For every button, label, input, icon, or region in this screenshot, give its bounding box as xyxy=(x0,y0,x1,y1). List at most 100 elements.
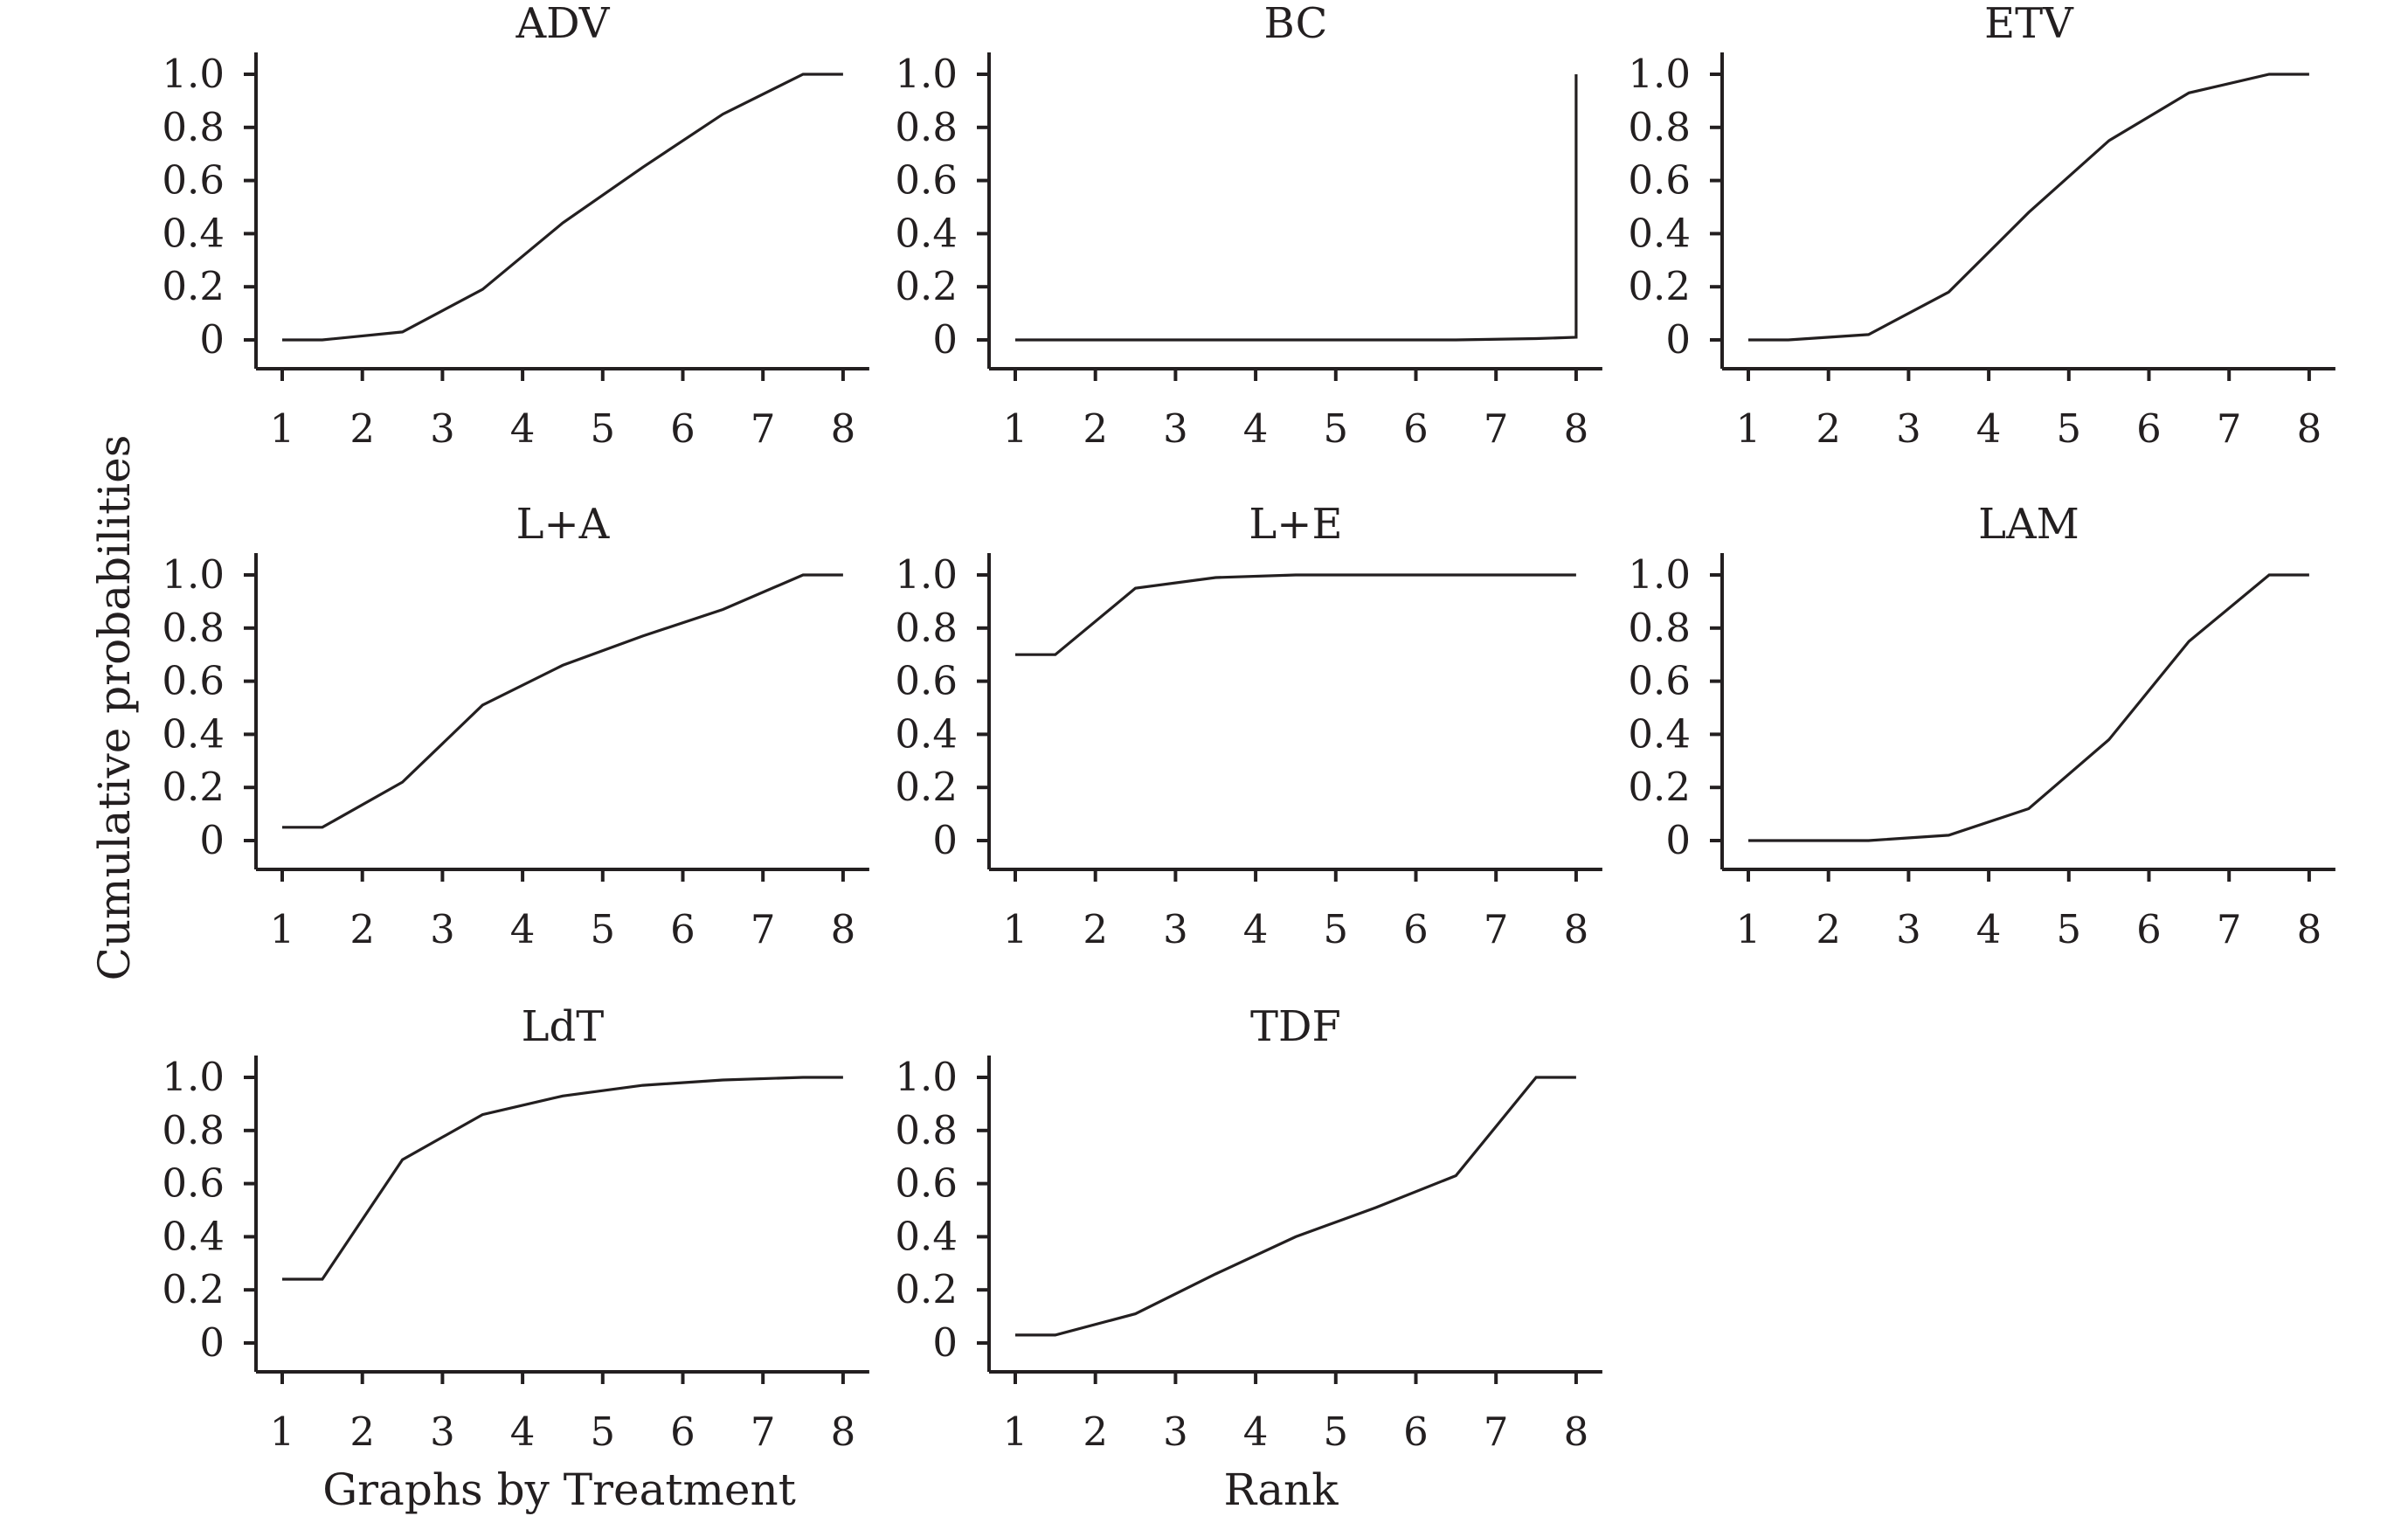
panel-title: L+A xyxy=(516,500,611,549)
y-tick-label: 0.4 xyxy=(1628,710,1691,757)
y-tick-label: 0.6 xyxy=(162,157,225,204)
x-tick-label: 7 xyxy=(751,1409,776,1455)
x-tick-label: 3 xyxy=(430,405,455,452)
graphs-by-note: Graphs by Treatment xyxy=(322,1464,796,1515)
x-tick-label: 2 xyxy=(349,906,375,952)
y-tick-label: 0.4 xyxy=(162,210,225,256)
y-tick-label: 1.0 xyxy=(895,51,958,97)
y-tick-label: 0.8 xyxy=(1628,104,1691,150)
x-tick-label: 4 xyxy=(1976,405,2002,452)
x-tick-label: 3 xyxy=(1896,405,1921,452)
x-tick-label: 2 xyxy=(1083,906,1108,952)
panel-title: BC xyxy=(1264,0,1328,48)
y-tick-label: 1.0 xyxy=(895,551,958,598)
y-tick-label: 0.8 xyxy=(895,104,958,150)
x-tick-label: 8 xyxy=(1564,1409,1589,1455)
panel-ldt: LdT 1 2 3 4 5 6 7 8 0 0.2 0.4 0.6 0.8 1.0 xyxy=(162,1002,869,1455)
panel-title: ETV xyxy=(1984,0,2074,48)
series-line xyxy=(282,1076,843,1281)
x-tick-label: 6 xyxy=(1403,1409,1429,1455)
x-tick-label: 1 xyxy=(1736,405,1761,452)
x-tick-label: 7 xyxy=(2217,405,2242,452)
y-tick-label: 0.2 xyxy=(895,1266,958,1312)
x-tick-label: 8 xyxy=(1564,405,1589,452)
y-axis-title: Cumulative probabilities xyxy=(89,435,140,981)
y-tick-label: 0 xyxy=(199,1319,225,1366)
y-tick-label: 0.6 xyxy=(1628,658,1691,704)
y-tick-label: 1.0 xyxy=(162,51,225,97)
y-tick-label: 0 xyxy=(1665,316,1691,363)
x-tick-label: 4 xyxy=(510,906,536,952)
x-tick-label: 7 xyxy=(2217,906,2242,952)
x-tick-label: 4 xyxy=(1243,405,1269,452)
x-tick-label: 5 xyxy=(590,1409,615,1455)
y-tick-label: 0.8 xyxy=(162,605,225,651)
y-tick-label: 0 xyxy=(199,817,225,863)
x-tick-label: 8 xyxy=(831,906,856,952)
x-tick-label: 3 xyxy=(1163,1409,1188,1455)
y-tick-label: 0.2 xyxy=(895,263,958,309)
series-line xyxy=(1015,74,1578,342)
y-tick-label: 1.0 xyxy=(1628,51,1691,97)
x-axis-title: Rank xyxy=(1223,1464,1339,1515)
panel-title: LAM xyxy=(1978,500,2079,549)
x-tick-label: 6 xyxy=(1403,405,1429,452)
y-tick-label: 0.6 xyxy=(1628,157,1691,204)
panels-group: ADV 1 2 3 4 5 6 7 8 0 0.2 0.4 0.6 0.8 1.0 BC 1 2 3 4 5 6 7 8 0 0.… xyxy=(162,0,2335,1455)
x-tick-label: 1 xyxy=(270,906,295,952)
x-tick-label: 7 xyxy=(751,405,776,452)
y-tick-label: 0.4 xyxy=(895,210,958,256)
x-tick-label: 7 xyxy=(1484,1409,1509,1455)
y-tick-label: 0.6 xyxy=(895,1160,958,1207)
x-tick-label: 5 xyxy=(1323,405,1348,452)
y-tick-label: 0.2 xyxy=(1628,263,1691,309)
y-tick-label: 0.2 xyxy=(162,764,225,810)
x-tick-label: 6 xyxy=(2136,906,2162,952)
y-tick-label: 0.2 xyxy=(895,764,958,810)
series-line xyxy=(1015,573,1576,656)
x-tick-label: 5 xyxy=(1323,906,1348,952)
x-tick-label: 2 xyxy=(1816,405,1841,452)
x-tick-label: 3 xyxy=(1896,906,1921,952)
x-tick-label: 5 xyxy=(590,405,615,452)
x-tick-label: 7 xyxy=(1484,405,1509,452)
x-tick-label: 1 xyxy=(1736,906,1761,952)
series-line xyxy=(1015,1076,1576,1337)
y-tick-label: 0 xyxy=(932,817,958,863)
y-tick-label: 0.8 xyxy=(162,104,225,150)
x-tick-label: 5 xyxy=(2056,906,2081,952)
x-tick-label: 1 xyxy=(1003,1409,1028,1455)
y-tick-label: 0.8 xyxy=(895,1107,958,1153)
x-tick-label: 5 xyxy=(1323,1409,1348,1455)
x-tick-label: 2 xyxy=(1083,1409,1108,1455)
panel-title: LdT xyxy=(522,1002,605,1051)
x-tick-label: 8 xyxy=(1564,906,1589,952)
y-tick-label: 0.6 xyxy=(895,157,958,204)
x-tick-label: 3 xyxy=(430,906,455,952)
x-tick-label: 6 xyxy=(670,405,695,452)
x-tick-label: 3 xyxy=(430,1409,455,1455)
x-tick-label: 4 xyxy=(510,1409,536,1455)
panel-l-a: L+A 1 2 3 4 5 6 7 8 0 0.2 0.4 0.6 0.8 1.0 xyxy=(162,500,869,952)
series-line xyxy=(282,73,843,342)
panel-title: ADV xyxy=(515,0,610,48)
panel-title: TDF xyxy=(1250,1002,1341,1051)
series-line xyxy=(282,573,843,829)
y-tick-label: 1.0 xyxy=(162,1054,225,1100)
y-tick-label: 0.8 xyxy=(162,1107,225,1153)
x-tick-label: 3 xyxy=(1163,906,1188,952)
x-tick-label: 6 xyxy=(1403,906,1429,952)
y-tick-label: 0.6 xyxy=(162,1160,225,1207)
panel-l-e: L+E 1 2 3 4 5 6 7 8 0 0.2 0.4 0.6 0.8 1.0 xyxy=(895,500,1602,952)
x-tick-label: 1 xyxy=(1003,906,1028,952)
x-tick-label: 5 xyxy=(2056,405,2081,452)
y-tick-label: 0 xyxy=(932,1319,958,1366)
x-tick-label: 1 xyxy=(1003,405,1028,452)
panel-lam: LAM 1 2 3 4 5 6 7 8 0 0.2 0.4 0.6 0.8 1.0 xyxy=(1628,500,2335,952)
y-tick-label: 0.4 xyxy=(162,710,225,757)
x-tick-label: 1 xyxy=(270,1409,295,1455)
panel-title: L+E xyxy=(1249,500,1342,549)
x-tick-label: 6 xyxy=(2136,405,2162,452)
series-line xyxy=(1748,73,2309,342)
